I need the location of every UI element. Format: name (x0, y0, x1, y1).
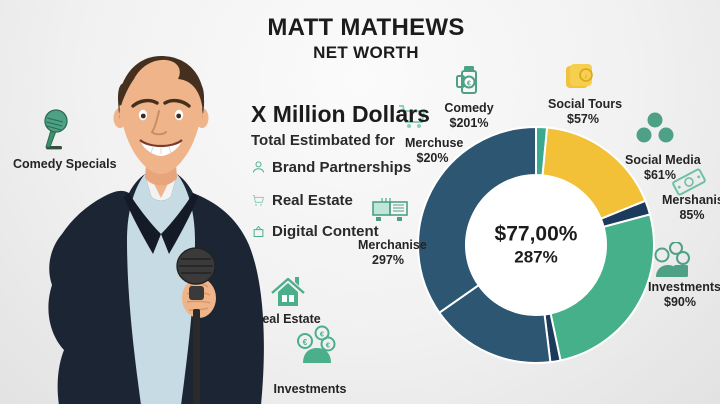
svg-text:♪: ♪ (584, 73, 588, 80)
svg-text:€: € (467, 81, 471, 88)
svg-text:€: € (320, 330, 325, 339)
svg-text:€: € (326, 341, 331, 350)
svg-text:€: € (303, 338, 308, 347)
